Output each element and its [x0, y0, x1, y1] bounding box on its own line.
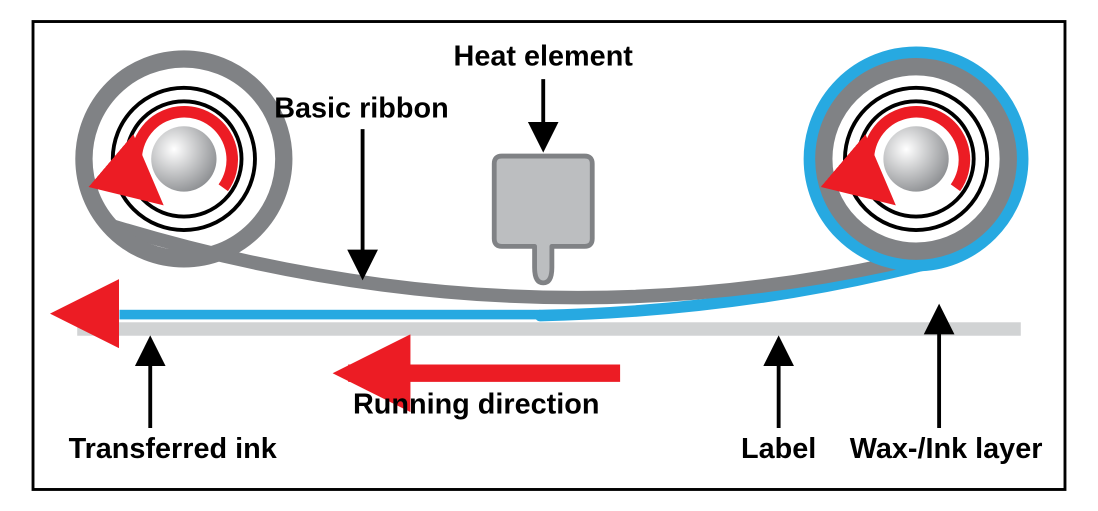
spool-right [810, 53, 1021, 264]
text-label: Label [741, 433, 816, 465]
text-heat-element: Heat element [454, 41, 634, 73]
diagram-frame: Heat element Basic ribbon Running direct… [10, 10, 1088, 501]
text-wax-ink-layer: Wax-/Ink layer [850, 433, 1043, 465]
heat-element-shape [494, 156, 592, 283]
spool-left [84, 59, 284, 259]
text-transferred-ink: Transferred ink [69, 433, 278, 465]
diagram-svg: Heat element Basic ribbon Running direct… [10, 10, 1088, 501]
transferred-ink-strip [119, 310, 540, 320]
text-basic-ribbon: Basic ribbon [274, 93, 449, 125]
label-strip [77, 322, 1021, 335]
text-running-direction: Running direction [353, 389, 599, 421]
